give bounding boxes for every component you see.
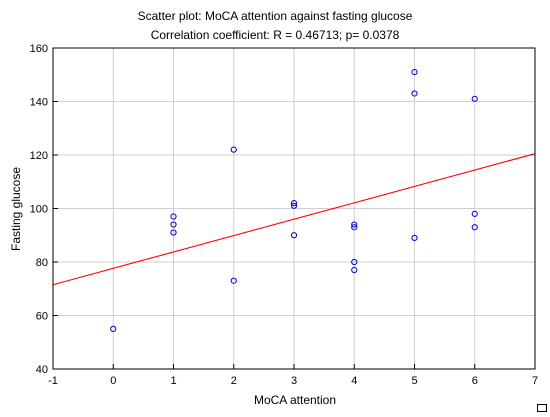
resize-handle[interactable]	[537, 404, 547, 412]
y-tick-label: 40	[36, 364, 48, 376]
data-points	[110, 68, 478, 332]
x-axis-label: MoCA attention	[254, 393, 336, 407]
data-point	[170, 229, 177, 236]
data-point	[471, 224, 478, 231]
chart-title: Scatter plot: MoCA attention against fas…	[137, 9, 413, 23]
data-point	[290, 232, 298, 239]
data-point	[290, 202, 298, 209]
data-point	[351, 266, 358, 274]
x-tick-label: -1	[48, 375, 58, 387]
data-point	[351, 258, 358, 266]
data-point	[471, 95, 478, 102]
y-tick-label: 120	[30, 150, 48, 162]
data-point	[110, 325, 117, 332]
data-point	[351, 224, 358, 231]
regression-line-group	[52, 153, 536, 286]
data-point	[290, 200, 298, 207]
y-tick-label: 80	[36, 257, 48, 269]
x-tick-label: 0	[110, 375, 116, 387]
regression-line	[52, 153, 536, 286]
chart-subtitle: Correlation coefficient: R = 0.46713; p=…	[150, 28, 400, 42]
data-point	[230, 146, 237, 153]
x-tick-label: 7	[532, 375, 538, 387]
y-axis-ticks: 40 60 80 100 120 140 160	[30, 43, 58, 376]
y-tick-label: 60	[36, 311, 48, 323]
x-tick-label: 2	[231, 375, 237, 387]
data-point	[411, 234, 418, 242]
data-point	[411, 90, 418, 97]
x-axis-ticks: -1 0 1 2 3 4 5 6 7	[48, 364, 538, 387]
x-tick-label: 5	[411, 375, 417, 387]
x-tick-label: 4	[351, 375, 357, 387]
data-point	[170, 213, 177, 220]
data-point	[170, 221, 177, 228]
y-axis-label: Fasting glucose	[9, 167, 23, 251]
data-point	[471, 210, 478, 217]
y-tick-label: 140	[30, 97, 48, 109]
x-tick-label: 1	[170, 375, 176, 387]
data-point	[351, 221, 358, 228]
y-tick-label: 100	[30, 204, 48, 216]
data-point	[411, 68, 418, 76]
y-tick-label: 160	[30, 43, 48, 55]
x-tick-label: 6	[472, 375, 478, 387]
x-tick-label: 3	[291, 375, 297, 387]
data-point	[230, 277, 237, 284]
